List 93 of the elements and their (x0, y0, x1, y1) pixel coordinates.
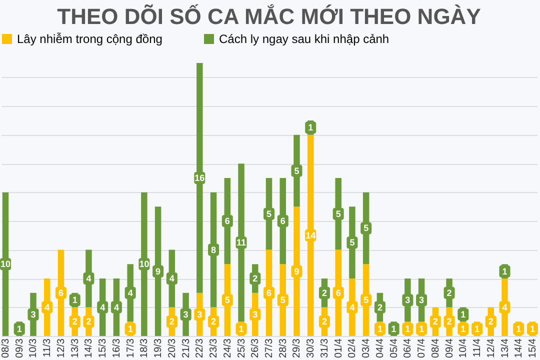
data-label: 4 (169, 274, 174, 284)
data-label: 6 (280, 216, 286, 226)
data-label: 16 (194, 172, 205, 183)
x-tick-label: 21/3 (180, 338, 192, 358)
data-label: 6 (224, 216, 230, 226)
data-label: 2 (322, 316, 327, 327)
x-tick-label: 18/3 (139, 338, 150, 358)
data-label: 4 (128, 288, 133, 298)
data-label: 3 (197, 309, 202, 320)
data-label: 3 (419, 295, 424, 306)
x-tick-label: 17/3 (125, 338, 136, 358)
data-label: 3 (405, 295, 410, 306)
x-tick-label: 12/4 (486, 338, 497, 358)
x-tick-label: 19/3 (153, 338, 164, 358)
data-label: 4 (100, 302, 106, 312)
x-tick-label: 08/4 (430, 338, 442, 358)
x-tick-label: 27/3 (264, 338, 275, 358)
data-label: 4 (114, 302, 119, 312)
data-label: 3 (30, 309, 36, 320)
data-label: 2 (446, 316, 452, 327)
data-label: 5 (224, 295, 230, 306)
data-label: 2 (446, 288, 452, 298)
x-tick-label: 15/4 (527, 338, 538, 358)
data-label: 5 (294, 166, 300, 176)
data-label: 2 (169, 316, 174, 327)
data-label: 4 (44, 302, 50, 312)
bar (196, 63, 203, 293)
x-tick-label: 03/4 (361, 338, 372, 358)
data-label: 1 (530, 324, 535, 334)
x-tick-label: 29/3 (292, 338, 303, 358)
chart-title: THEO DÕI SỐ CA MẮC MỚI THEO NGÀY (57, 4, 482, 29)
x-tick-label: 28/3 (278, 338, 289, 358)
bar (238, 164, 244, 322)
data-label: 6 (266, 288, 272, 298)
data-label: 9 (156, 266, 161, 276)
x-tick-label: 22/3 (194, 338, 206, 358)
data-label: 5 (350, 238, 355, 248)
x-tick-label: 13/3 (70, 338, 81, 358)
data-label: 5 (336, 208, 341, 219)
data-label: 5 (266, 208, 272, 219)
data-label: 6 (58, 288, 64, 298)
data-label: 2 (86, 316, 92, 327)
x-tick-label: 14/4 (514, 338, 525, 358)
data-label: 2 (432, 316, 438, 327)
x-tick-label: 12/3 (56, 338, 67, 358)
data-label: 3 (252, 309, 258, 320)
data-label: 9 (294, 266, 300, 276)
legend-label: Lây nhiễm trong cộng đồng (17, 32, 162, 46)
data-label: 5 (364, 295, 369, 306)
data-label: 8 (211, 244, 216, 255)
x-tick-label: 26/3 (250, 338, 262, 358)
data-label: 4 (502, 302, 508, 312)
data-label: 10 (139, 259, 150, 270)
data-label: 2 (377, 302, 382, 312)
x-tick-label: 24/3 (222, 338, 234, 358)
data-label: 10 (0, 259, 11, 270)
x-tick-label: 09/4 (444, 338, 456, 358)
x-tick-label: 10/3 (28, 338, 40, 358)
data-label: 2 (72, 316, 78, 327)
data-label: 4 (86, 274, 92, 284)
x-tick-label: 10/4 (458, 338, 470, 358)
x-tick-label: 13/4 (500, 338, 511, 358)
x-tick-label: 15/3 (98, 338, 109, 358)
data-label: 4 (350, 302, 355, 312)
x-tick-label: 14/3 (84, 338, 95, 358)
data-label: 2 (211, 316, 216, 327)
x-tick-label: 04/4 (374, 338, 386, 358)
x-tick-label: 23/3 (208, 338, 220, 358)
x-tick-label: 07/4 (416, 338, 428, 358)
data-label: 2 (322, 288, 327, 298)
x-tick-label: 25/3 (236, 338, 248, 358)
x-tick-label: 11/3 (42, 338, 54, 358)
x-tick-label: 31/3 (319, 338, 330, 358)
x-tick-label: 08/3 (0, 338, 12, 358)
data-label: 5 (364, 223, 369, 234)
x-tick-label: 06/4 (402, 338, 414, 358)
data-label: 14 (306, 230, 316, 240)
x-tick-label: 16/3 (111, 338, 122, 358)
x-tick-label: 01/4 (333, 338, 344, 358)
data-label: 5 (280, 295, 286, 306)
x-tick-label: 30/3 (306, 338, 317, 358)
x-tick-label: 05/4 (388, 338, 400, 358)
legend-label: Cách ly ngay sau khi nhập cảnh (219, 32, 390, 46)
x-tick-label: 20/3 (166, 338, 178, 358)
data-label: 2 (488, 316, 494, 327)
data-label: 3 (183, 309, 188, 320)
bar (141, 192, 148, 336)
data-label: 6 (336, 288, 341, 298)
x-tick-label: 02/4 (347, 338, 358, 358)
data-label: 11 (236, 238, 246, 248)
data-label: 2 (252, 274, 258, 284)
x-tick-label: 09/3 (14, 338, 26, 358)
x-tick-label: 11/4 (472, 338, 484, 358)
